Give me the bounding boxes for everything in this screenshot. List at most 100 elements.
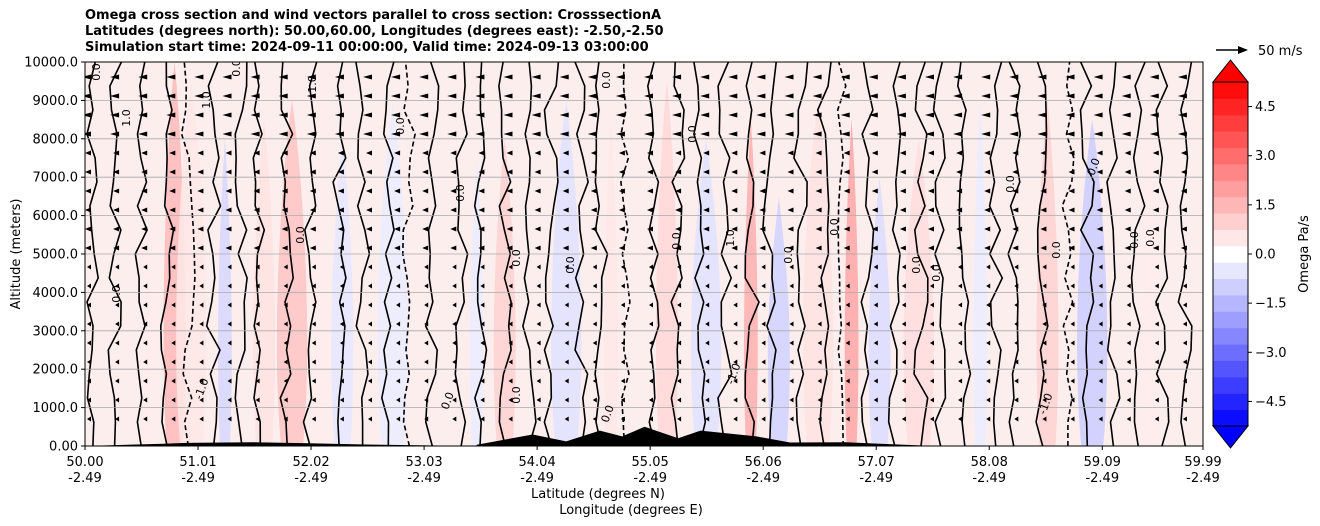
chart-title-line-3: Simulation start time: 2024-09-11 00:00:… <box>85 40 649 55</box>
wind-vector-arrow <box>452 359 457 365</box>
wind-vector-arrow <box>534 150 541 156</box>
wind-vector-arrow <box>141 169 148 175</box>
wind-vector-arrow <box>250 112 260 118</box>
wind-vector-arrow <box>197 169 204 175</box>
wind-vector-arrow <box>705 283 710 289</box>
wind-vector-arrow <box>1126 321 1131 327</box>
wind-vector-arrow <box>981 131 991 137</box>
wind-vector-arrow <box>789 321 794 327</box>
wind-vector-arrow <box>615 74 625 80</box>
wind-vector-arrow <box>475 93 485 99</box>
wind-vector-arrow <box>227 264 232 270</box>
wind-vector-arrow <box>422 207 429 213</box>
wind-vector-arrow <box>618 245 625 251</box>
wind-vector-arrow <box>733 397 738 403</box>
wind-vector-arrow <box>1012 226 1019 232</box>
wind-vector-arrow <box>450 150 457 156</box>
chart-title-line-2: Latitudes (degrees north): 50.00,60.00, … <box>85 24 664 39</box>
wind-vector-arrow <box>649 397 653 403</box>
wind-vector-arrow <box>705 397 710 403</box>
wind-vector-arrow <box>141 188 148 194</box>
wind-vector-arrow <box>368 340 372 346</box>
wind-vector-arrow <box>309 188 316 194</box>
colorbar-tick-label: 4.5 <box>1255 100 1276 115</box>
wind-vector-arrow <box>480 340 485 346</box>
wind-vector-arrow <box>166 74 176 80</box>
wind-vector-arrow <box>873 264 878 270</box>
wind-vector-arrow <box>253 188 260 194</box>
wind-vector-arrow <box>817 359 822 365</box>
wind-vector-arrow <box>225 169 232 175</box>
wind-vector-arrow <box>394 207 401 213</box>
wind-vector-arrow <box>1152 245 1159 251</box>
wind-vector-arrow <box>309 169 316 175</box>
wind-vector-arrow <box>222 112 232 118</box>
wind-vector-arrow <box>1096 207 1103 213</box>
wind-vector-arrow <box>309 226 316 232</box>
wind-vector-arrow <box>253 169 260 175</box>
wind-vector-arrow <box>958 264 963 270</box>
wind-vector-arrow <box>141 150 148 156</box>
wind-vector-arrow <box>958 397 963 403</box>
wind-vector-arrow <box>1098 416 1103 422</box>
wind-vector-arrow <box>675 207 682 213</box>
wind-vector-arrow <box>592 340 597 346</box>
wind-vector-arrow <box>1182 302 1187 308</box>
x-tick-label-lat: 59.09 <box>1084 455 1121 470</box>
wind-vector-arrow <box>815 188 822 194</box>
contour-label: 0.0 <box>1144 229 1157 247</box>
wind-vector-arrow <box>618 207 625 213</box>
contour-label: 0.0 <box>782 246 795 264</box>
wind-vector-arrow <box>1070 359 1075 365</box>
wind-vector-arrow <box>981 112 991 118</box>
wind-vector-arrow <box>306 93 316 99</box>
wind-vector-arrow <box>422 226 429 232</box>
wind-vector-arrow <box>255 302 260 308</box>
wind-vector-arrow <box>85 112 91 118</box>
wind-vector-arrow <box>873 397 878 403</box>
colorbar-segment <box>1213 294 1248 312</box>
wind-vector-arrow <box>731 245 738 251</box>
omega-band <box>868 177 891 446</box>
colorbar-segment <box>1213 98 1248 116</box>
wind-vector-arrow <box>705 378 710 384</box>
wind-vector-arrow <box>141 207 148 213</box>
wind-vector-arrow <box>309 245 316 251</box>
wind-vector-arrow <box>1065 112 1075 118</box>
wind-vector-arrow <box>87 340 91 346</box>
wind-vector-arrow <box>1042 321 1047 327</box>
wind-vector-arrow <box>194 112 204 118</box>
wind-vector-arrow <box>87 397 91 403</box>
wind-vector-arrow <box>447 112 457 118</box>
wind-vector-arrow <box>1182 283 1187 289</box>
wind-vector-arrow <box>761 302 766 308</box>
wind-vector-arrow <box>873 283 878 289</box>
wind-vector-arrow <box>647 150 653 156</box>
wind-vector-arrow <box>986 416 991 422</box>
wind-vector-arrow <box>930 416 934 422</box>
wind-vector-arrow <box>1068 150 1075 156</box>
wind-vector-arrow <box>478 226 485 232</box>
wind-vector-arrow <box>222 131 232 137</box>
wind-vector-arrow <box>311 359 316 365</box>
wind-vector-arrow <box>506 245 513 251</box>
contour-label: 0.0 <box>930 264 943 282</box>
wind-vector-arrow <box>1098 283 1103 289</box>
wind-vector-arrow <box>953 131 963 137</box>
wind-vector-arrow <box>1065 74 1075 80</box>
wind-vector-arrow <box>1065 93 1075 99</box>
wind-vector-arrow <box>1096 226 1103 232</box>
quiver-key-arrowhead <box>1238 46 1248 54</box>
wind-vector-arrow <box>930 397 934 403</box>
wind-vector-arrow <box>620 264 625 270</box>
wind-vector-arrow <box>845 302 850 308</box>
contour-label: 1.0 <box>306 75 319 93</box>
wind-vector-arrow <box>169 188 176 194</box>
x-tick-label-lat: 56.06 <box>745 455 782 470</box>
wind-vector-arrow <box>984 245 991 251</box>
wind-vector-arrow <box>1096 169 1103 175</box>
wind-vector-arrow <box>620 283 625 289</box>
wind-vector-arrow <box>452 302 457 308</box>
quiver-key-label: 50 m/s <box>1258 44 1303 59</box>
wind-vector-arrow <box>928 169 934 175</box>
